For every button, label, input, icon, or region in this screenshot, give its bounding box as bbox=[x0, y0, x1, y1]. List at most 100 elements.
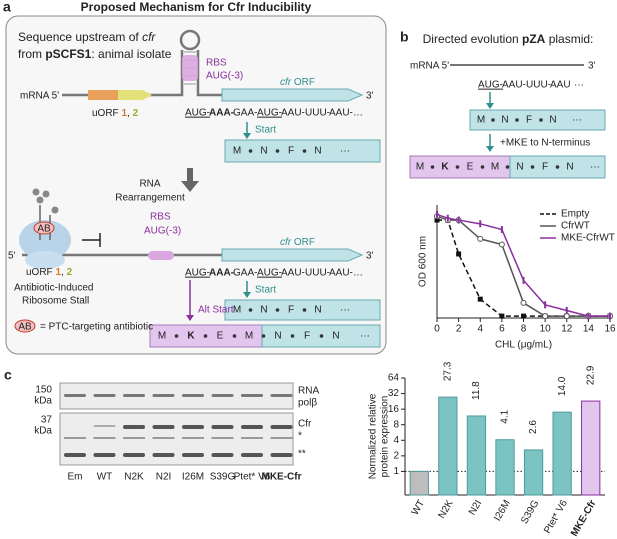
ab-icon bbox=[14, 319, 36, 333]
residue: N bbox=[332, 331, 339, 342]
lane-label: N2I bbox=[156, 472, 172, 483]
x-axis-label: CHL (μg/mL) bbox=[495, 340, 552, 351]
arrowhead bbox=[243, 292, 251, 298]
y-tick-label: 16 bbox=[388, 404, 400, 415]
bullet bbox=[491, 118, 495, 122]
band bbox=[241, 437, 263, 439]
point bbox=[457, 216, 460, 224]
x-tick-label: 0 bbox=[434, 324, 440, 335]
band bbox=[152, 394, 175, 397]
lane-label: MKE-Cfr bbox=[262, 472, 302, 483]
lane-label: WT bbox=[97, 472, 113, 483]
residue: F bbox=[288, 146, 294, 157]
orf: ORF bbox=[294, 77, 315, 88]
three-prime: 3' bbox=[366, 251, 374, 262]
bar bbox=[581, 400, 601, 496]
start: Start bbox=[255, 285, 276, 296]
x-tick-label: MKE-Cfr bbox=[569, 498, 599, 538]
bar bbox=[466, 415, 487, 496]
band bbox=[270, 394, 293, 397]
orf-label: cfr ORF bbox=[280, 77, 315, 88]
y-tick-label: 32 bbox=[388, 388, 400, 399]
bullet bbox=[539, 118, 543, 122]
codon: AAU- bbox=[329, 268, 353, 279]
residue: M bbox=[491, 162, 499, 173]
point bbox=[587, 312, 590, 320]
inhibition bbox=[82, 233, 101, 247]
title-text: Directed evolution bbox=[423, 32, 519, 46]
residue: M bbox=[416, 162, 424, 173]
title-text: plasmid: bbox=[549, 32, 594, 46]
point bbox=[498, 241, 505, 248]
bullet bbox=[480, 165, 485, 169]
band bbox=[241, 453, 263, 457]
bullet bbox=[275, 149, 280, 153]
residue bbox=[51, 206, 59, 214]
value-label: 11.8 bbox=[471, 381, 482, 400]
uorf-2: 2 bbox=[67, 267, 73, 278]
mw: kDa bbox=[34, 426, 52, 437]
band bbox=[93, 425, 116, 427]
x-tick-label: 2 bbox=[456, 324, 462, 335]
point bbox=[522, 276, 525, 284]
residue: N bbox=[260, 305, 267, 316]
intro-text: from bbox=[18, 47, 42, 61]
bullet bbox=[248, 149, 253, 153]
codon: AAA- bbox=[209, 268, 234, 279]
residue: F bbox=[288, 305, 294, 316]
bullet bbox=[290, 334, 295, 338]
residue: N bbox=[516, 162, 523, 173]
bullet bbox=[261, 334, 266, 338]
bullet bbox=[505, 165, 510, 169]
ribosome bbox=[25, 251, 65, 269]
rbs-codon: AUG(-3) bbox=[144, 226, 181, 237]
peptide-box bbox=[224, 299, 381, 321]
x-tick-label: S39G bbox=[519, 498, 541, 526]
residue: M bbox=[233, 146, 241, 157]
point bbox=[436, 210, 438, 218]
bullet bbox=[302, 308, 307, 312]
orf-arrow bbox=[221, 248, 364, 262]
residue: F bbox=[542, 162, 548, 173]
bar bbox=[523, 449, 544, 496]
point bbox=[542, 313, 549, 320]
bullet bbox=[515, 118, 519, 122]
codon: AAU- bbox=[281, 108, 305, 119]
uorf: uORF bbox=[92, 108, 119, 119]
codon: AUG- bbox=[185, 108, 210, 119]
ribosome bbox=[19, 220, 71, 260]
residue: K bbox=[441, 162, 449, 173]
three-prime: 3' bbox=[366, 91, 374, 102]
bullet bbox=[275, 308, 280, 312]
point bbox=[434, 217, 440, 223]
codon: AUG- bbox=[185, 268, 210, 279]
codon: AUG- bbox=[257, 268, 282, 279]
plasmid: pZA bbox=[522, 32, 546, 46]
panel-label: c bbox=[4, 367, 12, 383]
uorf bbox=[118, 90, 152, 100]
point bbox=[446, 214, 449, 222]
residue: N bbox=[314, 305, 321, 316]
residue: F bbox=[304, 331, 310, 342]
mw: 37 bbox=[41, 415, 53, 426]
residue bbox=[42, 190, 50, 198]
bullet bbox=[530, 165, 535, 169]
codon: AAU- bbox=[281, 268, 305, 279]
residue: K bbox=[187, 331, 195, 342]
x-tick-label: 10 bbox=[540, 324, 552, 335]
y-tick-label: 2 bbox=[393, 450, 399, 461]
band bbox=[270, 437, 293, 439]
band bbox=[182, 425, 204, 429]
uorf-1: 1 bbox=[55, 267, 61, 278]
residue: N bbox=[549, 115, 556, 126]
uorf-label: uORF 1, 2 bbox=[26, 267, 73, 278]
point bbox=[563, 313, 570, 320]
orf-gene: cfr bbox=[280, 77, 292, 88]
band-label: ** bbox=[298, 449, 306, 460]
bullet bbox=[203, 334, 208, 338]
band bbox=[93, 437, 116, 439]
band bbox=[270, 425, 293, 429]
blot-label: RNA bbox=[298, 386, 319, 397]
value-label: 27.3 bbox=[442, 361, 453, 381]
band bbox=[152, 437, 175, 439]
